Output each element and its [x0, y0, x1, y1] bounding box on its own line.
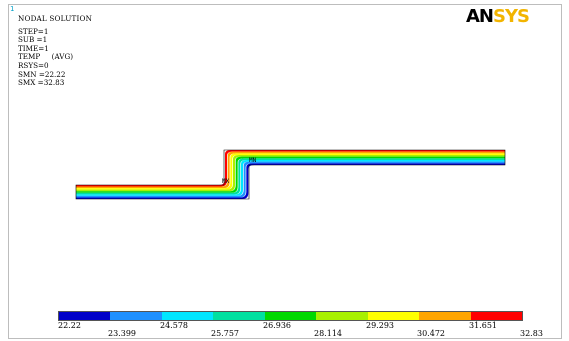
graphics-window[interactable] [8, 4, 562, 339]
window-number: 1 [10, 5, 15, 13]
legend-label: 24.578 [160, 321, 188, 330]
legend-label: 32.83 [520, 329, 543, 338]
legend-label: 28.114 [314, 329, 342, 338]
info-step: STEP=1 [18, 26, 49, 36]
legend-swatch [264, 312, 317, 320]
legend-swatch [213, 312, 265, 320]
info-min: SMN =22.22 [18, 69, 66, 79]
legend-swatch [316, 312, 368, 320]
max-marker: MX [222, 178, 230, 185]
legend-label: 25.757 [211, 329, 239, 338]
legend-label: 26.936 [263, 321, 291, 330]
info-rsys: RSYS=0 [18, 60, 49, 70]
legend-label: 23.399 [108, 329, 136, 338]
legend-swatch [419, 312, 471, 320]
legend-label: 30.472 [417, 329, 445, 338]
info-result-type: TEMP (AVG) [18, 52, 74, 62]
info-substep: SUB =1 [18, 35, 48, 45]
legend-swatch [59, 312, 111, 320]
logo-text-an: AN [466, 6, 494, 27]
legend-label: 22.22 [58, 321, 81, 330]
info-max: SMX =32.83 [18, 78, 65, 88]
min-marker: MN [249, 157, 257, 164]
legend-label: 29.293 [366, 321, 394, 330]
logo-text-sys: SYS [493, 6, 530, 27]
plot-title: NODAL SOLUTION [18, 14, 93, 23]
legend-label: 31.651 [469, 321, 497, 330]
legend-swatch [470, 312, 522, 320]
legend-swatch [110, 312, 162, 320]
geometry-outline [75, 149, 506, 200]
legend-swatch [367, 312, 420, 320]
legend-color-bar [58, 311, 523, 321]
legend-swatch [161, 312, 214, 320]
ansys-logo: ANSYS [466, 6, 530, 27]
solution-info-panel: NODAL SOLUTION STEP=1 SUB =1 TIME=1 TEMP… [18, 14, 93, 88]
info-time: TIME=1 [18, 43, 49, 53]
